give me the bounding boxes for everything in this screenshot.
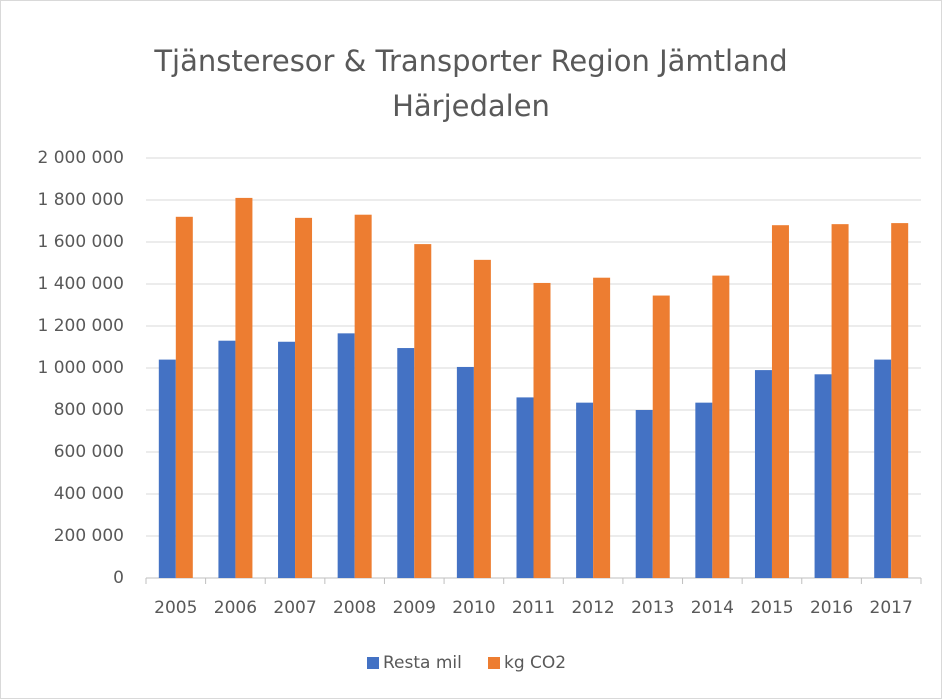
legend-swatch: [488, 657, 500, 669]
x-tick-label: 2013: [631, 598, 674, 618]
bar: [235, 197, 253, 578]
x-tick-label: 2009: [393, 598, 436, 618]
bar: [397, 348, 415, 578]
bar: [891, 223, 909, 578]
y-tick-label: 400 000: [54, 484, 124, 504]
bar: [874, 359, 892, 578]
bar: [456, 366, 474, 578]
legend-label: kg CO2: [504, 653, 566, 673]
bar: [278, 341, 296, 578]
bar: [712, 275, 730, 578]
bar: [414, 244, 432, 578]
bar: [814, 374, 832, 578]
bar: [337, 333, 355, 578]
y-tick-label: 1 200 000: [37, 316, 124, 336]
x-tick-label: 2008: [333, 598, 376, 618]
x-tick-label: 2007: [273, 598, 316, 618]
bar: [158, 359, 176, 578]
y-tick-label: 2 000 000: [37, 148, 124, 168]
bar: [218, 340, 236, 578]
x-tick-label: 2006: [214, 598, 257, 618]
x-tick-label: 2011: [512, 598, 555, 618]
y-tick-label: 0: [113, 568, 124, 588]
x-tick-label: 2014: [691, 598, 734, 618]
bar: [576, 402, 594, 578]
bar: [652, 295, 670, 578]
bar: [754, 370, 772, 578]
bar: [473, 259, 491, 578]
bar: [354, 214, 372, 578]
legend-swatch: [367, 657, 379, 669]
x-tick-label: 2005: [154, 598, 197, 618]
bar: [831, 224, 849, 578]
y-tick-label: 800 000: [54, 400, 124, 420]
bar: [533, 282, 551, 578]
y-tick-label: 1 800 000: [37, 190, 124, 210]
legend-label: Resta mil: [383, 653, 462, 673]
y-tick-label: 1 600 000: [37, 232, 124, 252]
x-tick-label: 2012: [571, 598, 614, 618]
y-tick-label: 1 000 000: [37, 358, 124, 378]
x-tick-label: 2010: [452, 598, 495, 618]
y-tick-label: 600 000: [54, 442, 124, 462]
bar: [295, 217, 313, 578]
bar: [516, 397, 534, 578]
bar: [635, 410, 653, 578]
chart-title: Tjänsteresor & Transporter Region Jämtla…: [154, 44, 788, 123]
x-tick-label: 2017: [870, 598, 913, 618]
x-tick-label: 2015: [750, 598, 793, 618]
bar: [771, 225, 789, 578]
y-tick-label: 200 000: [54, 526, 124, 546]
bar: [695, 402, 713, 578]
bar: [593, 277, 611, 578]
bar: [175, 216, 193, 579]
y-tick-label: 1 400 000: [37, 274, 124, 294]
x-tick-label: 2016: [810, 598, 853, 618]
